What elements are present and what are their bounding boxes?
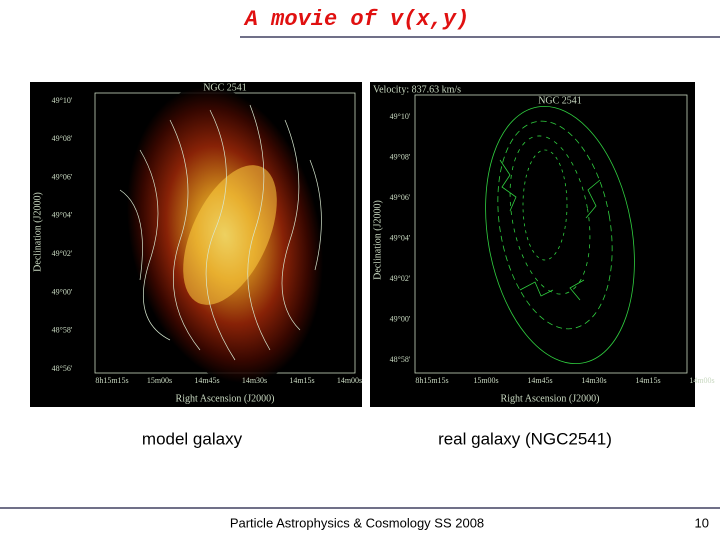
x-tick-label: 14m30s xyxy=(581,376,606,385)
footer-text: Particle Astrophysics & Cosmology SS 200… xyxy=(230,515,484,530)
y-axis-label: Declination (J2000) xyxy=(32,192,43,272)
model-image xyxy=(30,82,362,407)
y-tick-label: 49°08' xyxy=(52,134,73,143)
y-tick-label: 49°06' xyxy=(390,193,411,202)
x-tick-label: 14m45s xyxy=(527,376,552,385)
y-axis-label: Declination (J2000) xyxy=(372,200,383,280)
real-axes: Velocity: 837.63 km/s NGC 2541 Declinati… xyxy=(372,84,714,404)
page-number: 10 xyxy=(695,515,709,530)
y-tick-label: 49°00' xyxy=(52,287,73,296)
y-tick-label: 49°04' xyxy=(390,233,411,242)
y-tick-label: 48°56' xyxy=(52,364,73,373)
y-tick-label: 49°00' xyxy=(390,314,411,323)
x-axis-label: Right Ascension (J2000) xyxy=(501,393,600,404)
velocity-label: Velocity: 837.63 km/s xyxy=(373,84,461,95)
caption: real galaxy (NGC2541) xyxy=(438,429,612,448)
object-label: NGC 2541 xyxy=(203,82,247,93)
x-tick-label: 15m00s xyxy=(147,376,172,385)
x-tick-label: 15m00s xyxy=(473,376,498,385)
caption: model galaxy xyxy=(142,429,243,448)
x-tick-label: 14m15s xyxy=(635,376,660,385)
x-tick-label: 14m45s xyxy=(194,376,219,385)
slide-title: A movie of v(x,y) xyxy=(243,7,469,32)
y-tick-label: 49°08' xyxy=(390,152,411,161)
object-label: NGC 2541 xyxy=(538,95,582,106)
y-tick-label: 49°04' xyxy=(52,211,73,220)
x-tick-label: 14m30s xyxy=(242,376,267,385)
y-tick-label: 49°06' xyxy=(52,172,73,181)
y-tick-label: 48°58' xyxy=(52,326,73,335)
y-tick-label: 49°02' xyxy=(390,274,411,283)
x-tick-label: 14m00s xyxy=(337,376,362,385)
real-image xyxy=(370,82,695,407)
y-tick-label: 49°10' xyxy=(390,112,411,121)
x-tick-label: 14m00s xyxy=(689,376,714,385)
y-tick-label: 49°02' xyxy=(52,249,73,258)
x-tick-label: 8h15m15s xyxy=(415,376,448,385)
y-tick-label: 48°58' xyxy=(390,355,411,364)
x-tick-label: 8h15m15s xyxy=(95,376,128,385)
y-tick-label: 49°10' xyxy=(52,96,73,105)
x-tick-label: 14m15s xyxy=(289,376,314,385)
model-axes: NGC 2541 Declination (J2000) Right Ascen… xyxy=(32,82,362,404)
x-axis-label: Right Ascension (J2000) xyxy=(176,393,275,404)
